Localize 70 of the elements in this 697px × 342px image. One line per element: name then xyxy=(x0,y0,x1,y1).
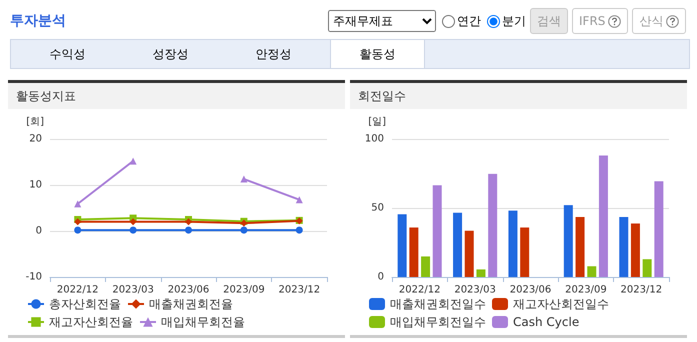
bar xyxy=(576,216,585,277)
bar xyxy=(508,210,518,277)
bar xyxy=(520,227,530,277)
bar xyxy=(642,259,652,277)
y-axis-title: [일] xyxy=(368,116,386,128)
text: 연간 xyxy=(456,12,481,30)
point xyxy=(74,226,82,234)
point xyxy=(130,226,137,234)
text: 산식 xyxy=(632,8,686,34)
point xyxy=(240,176,248,183)
point xyxy=(74,200,82,208)
text: IFRS xyxy=(572,8,628,34)
x-tick-label: 2023/03 xyxy=(112,284,154,296)
bar xyxy=(630,223,640,277)
legend-label: 매입채무회전율 xyxy=(161,315,245,329)
x-tick-label: 2022/12 xyxy=(56,284,98,296)
text: 수익성 xyxy=(48,46,86,63)
chart-title: 회전일수 xyxy=(350,83,687,109)
y-tick-label: 20 xyxy=(29,134,42,144)
x-tick-label: 2023/12 xyxy=(620,284,662,296)
point xyxy=(74,218,82,226)
text: 성장성 xyxy=(152,46,190,63)
bar xyxy=(476,269,486,277)
bar xyxy=(409,227,418,277)
legend-label: 매출채권회전율 xyxy=(149,297,233,311)
legend-label: Cash Cycle xyxy=(513,315,580,329)
bar xyxy=(398,214,407,277)
point xyxy=(185,218,192,226)
x-tick-label: 2023/03 xyxy=(454,284,496,296)
text: 투자분석 xyxy=(10,12,66,30)
bar xyxy=(432,185,442,277)
y-axis-title: [회] xyxy=(26,116,44,128)
legend-label: 재고자산회전일수 xyxy=(513,297,609,311)
text: 주재무제표 xyxy=(328,10,436,32)
text: 검색 xyxy=(530,8,568,34)
y-tick-label: 100 xyxy=(364,134,384,144)
bar xyxy=(654,181,664,277)
legend-label: 매입채무회전일수 xyxy=(390,315,486,329)
x-tick-label: 2023/06 xyxy=(168,284,210,296)
bar xyxy=(598,156,608,277)
bar xyxy=(619,216,628,277)
point xyxy=(130,218,137,226)
bar xyxy=(453,212,462,277)
point xyxy=(240,226,248,234)
point xyxy=(296,226,303,234)
x-tick-label: 2023/06 xyxy=(510,284,552,296)
x-tick-label: 2022/12 xyxy=(398,284,440,296)
y-tick-label: 0 xyxy=(378,272,384,282)
bar xyxy=(421,256,430,277)
point xyxy=(296,196,303,204)
bar xyxy=(587,266,596,277)
legend-label: 총자산회전율 xyxy=(49,297,121,311)
point xyxy=(185,226,192,234)
chart-title: 활동성지표 xyxy=(8,83,345,109)
legend-label: 재고자산회전율 xyxy=(49,315,133,329)
x-tick-label: 2023/09 xyxy=(223,284,265,296)
text: 분기 xyxy=(501,12,526,30)
x-tick-label: 2023/09 xyxy=(565,284,607,296)
bar xyxy=(464,230,474,277)
y-tick-label: 10 xyxy=(29,180,42,190)
x-tick-label: 2023/12 xyxy=(278,284,320,296)
text: 활동성 xyxy=(330,40,425,68)
bar xyxy=(564,205,573,277)
y-tick-label: 50 xyxy=(371,202,384,214)
y-tick-label: -10 xyxy=(26,272,42,282)
y-tick-label: 0 xyxy=(36,226,42,236)
legend-label: 매출채권회전일수 xyxy=(390,297,486,311)
bar xyxy=(488,174,498,277)
text: 안정성 xyxy=(254,46,292,63)
point xyxy=(130,158,137,165)
